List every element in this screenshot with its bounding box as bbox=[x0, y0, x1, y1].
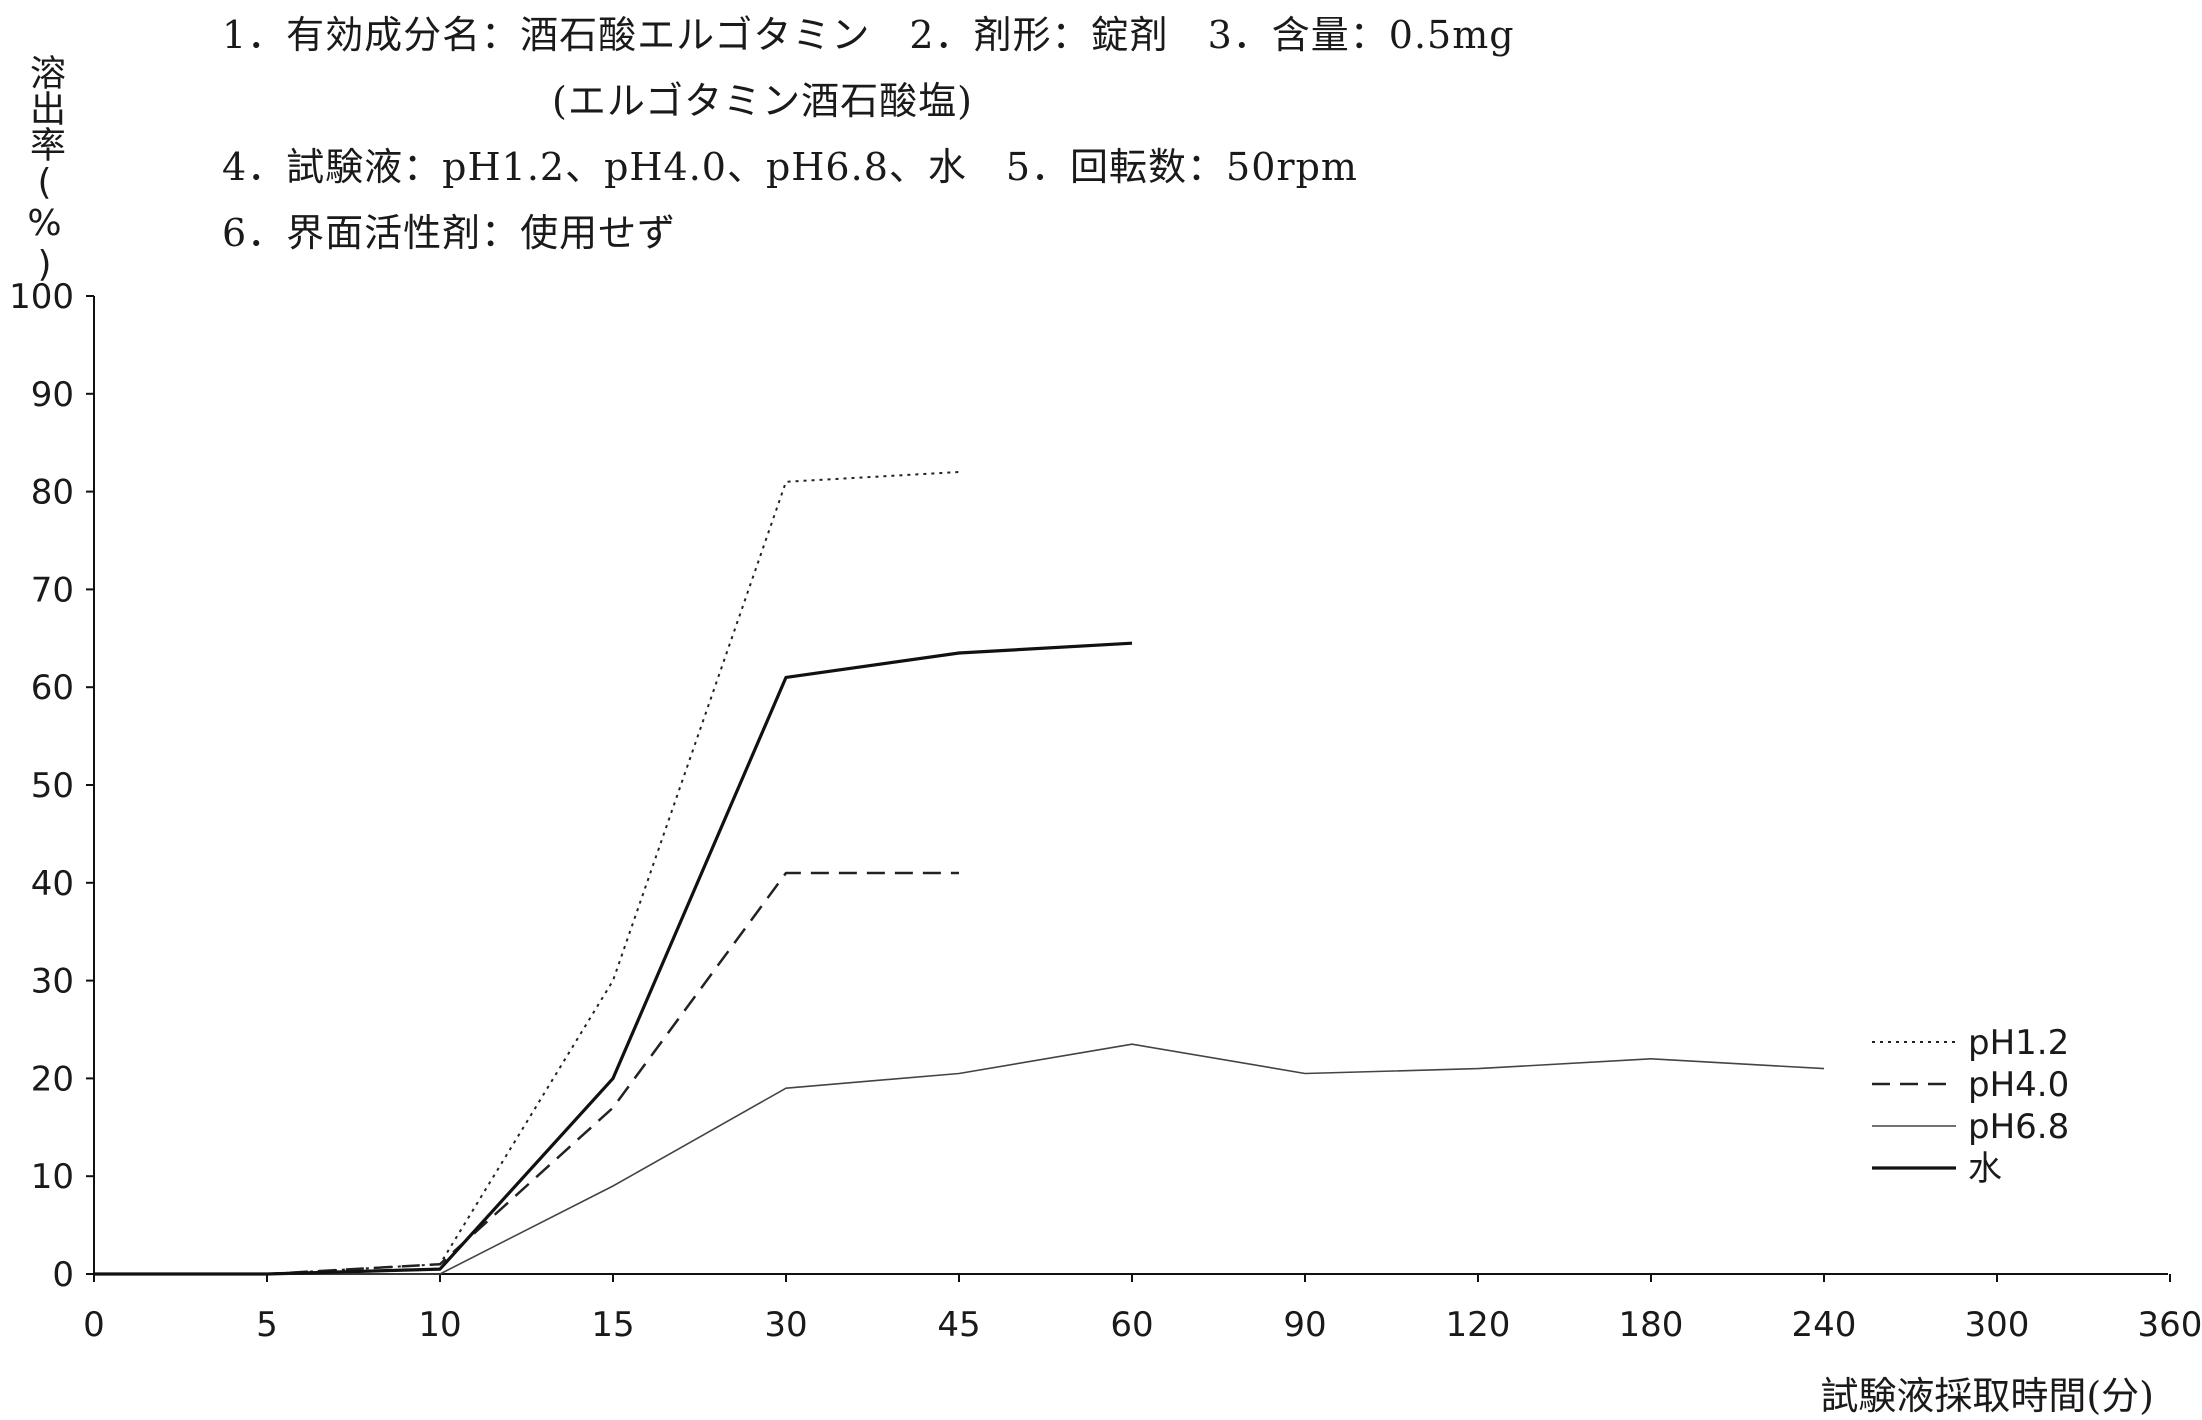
header-line-2: (エルゴタミン酒石酸塩) bbox=[552, 79, 973, 123]
series-layer bbox=[94, 471, 1825, 1276]
y-tick-label: 100 bbox=[9, 277, 74, 317]
x-tick-label: 0 bbox=[83, 1305, 105, 1345]
chart-header: 1．有効成分名：酒石酸エルゴタミン 2．剤形：錠剤 3．含量：0.5mg (エル… bbox=[0, 0, 2202, 300]
y-tick-label: 50 bbox=[31, 766, 74, 806]
x-axis-title: 試験液採取時間(分) bbox=[1820, 1374, 2154, 1418]
header-line-1: 1．有効成分名：酒石酸エルゴタミン 2．剤形：錠剤 3．含量：0.5mg bbox=[222, 13, 1515, 57]
y-axis-title: 溶出率(%) bbox=[24, 54, 65, 285]
legend-label-3: 水 bbox=[1968, 1149, 2002, 1189]
x-tick-label: 60 bbox=[1110, 1305, 1153, 1345]
x-tick-label: 120 bbox=[1446, 1305, 1511, 1345]
y-tick-label: 80 bbox=[31, 473, 74, 513]
y-tick-label: 70 bbox=[31, 570, 74, 610]
y-tick-label: 30 bbox=[31, 962, 74, 1002]
x-tick-label: 15 bbox=[591, 1305, 634, 1345]
legend-label-1: pH4.0 bbox=[1968, 1065, 2069, 1105]
x-tick-label: 240 bbox=[1792, 1305, 1857, 1345]
x-tick-label: 10 bbox=[418, 1305, 461, 1345]
series-line-1 bbox=[94, 871, 959, 1276]
y-tick-label: 40 bbox=[31, 864, 74, 904]
x-tick-label: 45 bbox=[937, 1305, 980, 1345]
y-tick-label: 20 bbox=[31, 1059, 74, 1099]
x-tick-label: 90 bbox=[1283, 1305, 1326, 1345]
series-line-2 bbox=[94, 1043, 1825, 1275]
x-tick-label: 180 bbox=[1619, 1305, 1684, 1345]
x-tick-label: 5 bbox=[256, 1305, 278, 1345]
legend-label-2: pH6.8 bbox=[1968, 1107, 2069, 1147]
header-line-4: 6．界面活性剤：使用せず bbox=[222, 211, 677, 255]
series-line-0 bbox=[94, 471, 960, 1275]
y-tick-label: 60 bbox=[31, 668, 74, 708]
x-tick-label: 30 bbox=[764, 1305, 807, 1345]
y-tick-label: 90 bbox=[31, 375, 74, 415]
header-line-3: 4．試験液：pH1.2、pH4.0、pH6.8、水 5．回転数：50rpm bbox=[222, 145, 1358, 189]
chart-axes: 0 10 20 30 40 50 60 70 80 90 100 0 5 10 15 30 45 60 90 120 1… bbox=[9, 277, 2202, 1345]
y-tick-label: 0 bbox=[52, 1255, 74, 1295]
x-tick-label: 360 bbox=[2138, 1305, 2202, 1345]
y-tick-label: 10 bbox=[31, 1157, 74, 1197]
x-tick-label: 300 bbox=[1965, 1305, 2030, 1345]
series-line-3 bbox=[94, 641, 1133, 1276]
legend-label-0: pH1.2 bbox=[1968, 1023, 2069, 1063]
